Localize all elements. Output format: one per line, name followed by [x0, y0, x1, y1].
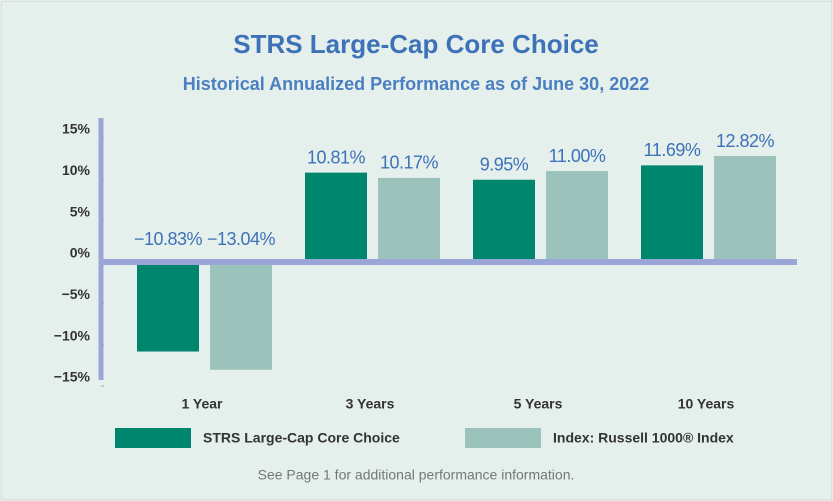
bar [473, 179, 535, 262]
legend-label: Index: Russell 1000® Index [553, 430, 734, 446]
x-tick-label: 10 Years [678, 396, 735, 412]
data-label: 10.81% [307, 147, 366, 167]
legend-swatch [115, 428, 191, 448]
bar [714, 156, 776, 262]
bar [546, 171, 608, 262]
x-tick-label: 3 Years [346, 396, 395, 412]
chart-title: STRS Large-Cap Core Choice [233, 29, 599, 59]
data-label: 9.95% [480, 154, 529, 174]
data-label: 11.00% [549, 146, 606, 166]
data-label: −10.83% [134, 229, 203, 249]
y-tick-label: −15% [54, 369, 91, 385]
y-tick-label: 5% [70, 203, 91, 219]
bar [305, 172, 367, 262]
y-tick-label: 0% [70, 245, 91, 261]
y-tick-label: 10% [62, 162, 91, 178]
x-tick-label: 1 Year [181, 396, 223, 412]
y-tick-label: −10% [54, 327, 91, 343]
y-tick-label: −5% [62, 286, 91, 302]
data-label: −13.04% [207, 229, 276, 249]
bar [378, 177, 440, 262]
chart-subtitle: Historical Annualized Performance as of … [183, 74, 650, 94]
bar [641, 165, 703, 262]
legend-label: STRS Large-Cap Core Choice [203, 430, 400, 446]
data-label: 11.69% [644, 140, 701, 160]
x-tick-label: 5 Years [514, 396, 563, 412]
bar [210, 262, 272, 370]
y-tick-label: 15% [62, 121, 91, 137]
footnote: See Page 1 for additional performance in… [258, 467, 575, 483]
legend-swatch [465, 428, 541, 448]
data-label: 12.82% [716, 131, 775, 151]
bar [137, 262, 199, 352]
data-label: 10.17% [380, 153, 439, 173]
